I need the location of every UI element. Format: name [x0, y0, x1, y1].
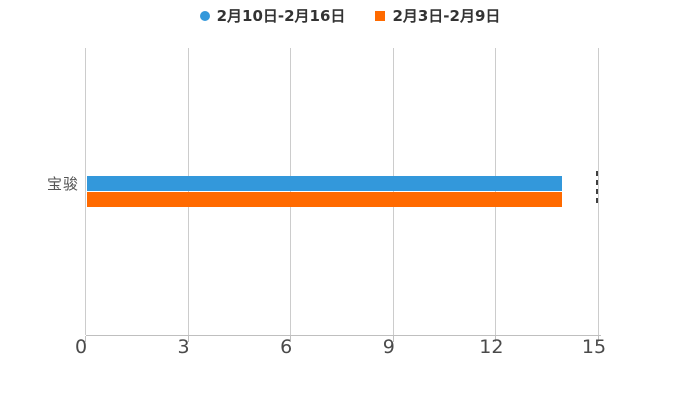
dashed-range-marker-icon — [596, 171, 598, 206]
x-axis-tick — [85, 336, 86, 342]
gridline — [85, 48, 86, 335]
legend-label-feb3-9: 2月3日-2月9日 — [392, 7, 501, 25]
bar-previous-week[interactable] — [87, 192, 563, 207]
x-axis-tick — [598, 336, 599, 342]
x-axis-tick-label: 12 — [479, 336, 504, 358]
gridline — [495, 48, 497, 335]
legend-marker-square-icon — [375, 11, 386, 21]
x-axis-tick — [392, 336, 394, 342]
x-axis-tick — [290, 336, 292, 342]
legend-item-feb3-9[interactable]: 2月3日-2月9日 — [375, 7, 500, 25]
legend-item-feb10-16[interactable]: 2月10日-2月16日 — [199, 7, 346, 25]
legend-marker-circle-icon — [199, 11, 210, 21]
x-axis-tick — [495, 336, 497, 342]
x-axis-ticks — [85, 336, 599, 343]
gridline — [598, 48, 599, 335]
gridline — [392, 48, 394, 335]
x-axis-tick-label: 15 — [581, 336, 607, 358]
gridline — [290, 48, 292, 335]
x-axis-line — [86, 335, 601, 336]
x-axis-tick-label: 0 — [74, 336, 88, 358]
x-axis-tick — [187, 336, 189, 342]
gridline — [187, 48, 189, 335]
x-axis-tick-label: 9 — [382, 336, 395, 358]
x-axis-tick-label: 3 — [177, 336, 190, 358]
legend-label-feb10-16: 2月10日-2月16日 — [216, 7, 346, 25]
y-axis-category-label: 宝骏 — [46, 175, 79, 193]
plot-area — [85, 48, 599, 335]
x-axis-tick-label: 6 — [280, 336, 293, 358]
bar-current-week[interactable] — [87, 176, 563, 191]
x-axis-tick-labels: 0 3 6 9 12 15 — [75, 336, 606, 359]
legend: 2月10日-2月16日 2月3日-2月9日 — [0, 6, 700, 26]
